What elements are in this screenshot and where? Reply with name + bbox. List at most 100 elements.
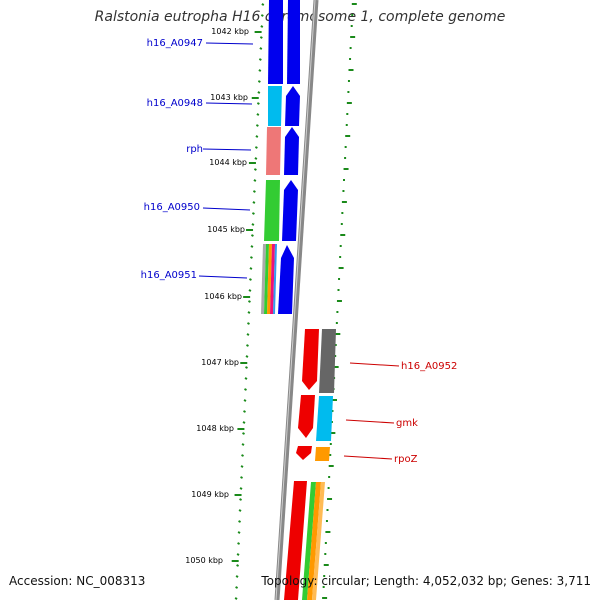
gc-dot-left bbox=[238, 509, 242, 512]
gc-dot-left bbox=[254, 146, 258, 149]
cog-block-gmk[interactable] bbox=[316, 396, 333, 441]
label-h16-a0950[interactable]: h16_A0950 bbox=[144, 202, 200, 213]
ruler-label-1045: 1045 kbp bbox=[207, 225, 245, 234]
gc-dot-left bbox=[256, 113, 260, 116]
gc-dot-left bbox=[234, 597, 238, 600]
gc-dot-left bbox=[249, 256, 253, 259]
gc-dot-left bbox=[238, 520, 242, 523]
gc-dot-left bbox=[246, 344, 249, 347]
ruler-ticks bbox=[231, 31, 262, 562]
gc-dot-left bbox=[245, 366, 248, 369]
gc-dot-left bbox=[248, 289, 252, 292]
gc-dot-left bbox=[257, 80, 261, 83]
ruler-label-1042: 1042 kbp bbox=[211, 27, 249, 36]
accession-text: Accession: NC_008313 bbox=[9, 574, 146, 588]
gc-dot-left bbox=[243, 410, 246, 413]
gc-dot-left bbox=[251, 212, 255, 215]
gc-dot-left bbox=[255, 135, 259, 138]
gene-h16-a0947[interactable] bbox=[287, 0, 300, 84]
gene-rpoz[interactable] bbox=[296, 446, 312, 460]
gc-dot-left bbox=[252, 190, 256, 193]
gc-dot-left bbox=[236, 564, 240, 567]
ruler-label-1047: 1047 kbp bbox=[201, 358, 239, 367]
gene-h16-a0948[interactable] bbox=[285, 86, 300, 126]
gc-dot-left bbox=[260, 14, 264, 17]
gc-dot-left bbox=[243, 399, 247, 402]
label-h16-a0948[interactable]: h16_A0948 bbox=[147, 98, 203, 109]
gc-dot-left bbox=[248, 278, 252, 281]
gc-dot-left bbox=[251, 223, 255, 226]
gc-dot-left bbox=[242, 432, 245, 435]
gc-dot-left bbox=[240, 476, 243, 479]
gc-content-ticks bbox=[234, 3, 357, 600]
ruler-label-1050: 1050 kbp bbox=[185, 556, 223, 565]
gc-dot-left bbox=[259, 36, 263, 39]
cog-block-next[interactable] bbox=[302, 482, 325, 600]
gc-dot-left bbox=[256, 102, 260, 105]
summary-text: Topology: circular; Length: 4,052,032 bp… bbox=[261, 574, 591, 588]
gc-dot-left bbox=[244, 377, 248, 380]
gc-dot-left bbox=[246, 333, 250, 336]
reverse-genes bbox=[284, 329, 319, 600]
gc-dot-left bbox=[254, 157, 258, 160]
gc-dot-left bbox=[259, 47, 263, 50]
ruler-label-1043: 1043 kbp bbox=[210, 93, 248, 102]
cog-block-h16-a0948[interactable] bbox=[268, 86, 282, 126]
cog-blocks-left bbox=[261, 0, 283, 314]
label-rpoz[interactable]: rpoZ bbox=[394, 454, 418, 465]
gene-labels: h16_A0947 h16_A0948 rph h16_A0950 h16_A0… bbox=[141, 38, 458, 465]
label-rph[interactable]: rph bbox=[186, 144, 203, 155]
ruler-label-1048: 1048 kbp bbox=[196, 424, 234, 433]
gc-dot-left bbox=[250, 245, 254, 248]
gc-dot-left bbox=[241, 443, 245, 446]
gc-dot-left bbox=[250, 234, 254, 237]
gc-dot-left bbox=[242, 421, 246, 424]
gc-dot-left bbox=[248, 300, 251, 303]
gc-dot-left bbox=[249, 267, 253, 270]
backbone-highlight bbox=[275, 0, 316, 600]
gc-dot-left bbox=[261, 3, 265, 6]
gc-dot-left bbox=[235, 575, 239, 578]
gene-h16-a0950[interactable] bbox=[282, 180, 298, 241]
label-gmk[interactable]: gmk bbox=[396, 418, 418, 429]
gc-dot-left bbox=[241, 454, 244, 457]
gc-dot-left bbox=[255, 124, 259, 127]
gc-dot-left bbox=[245, 355, 249, 358]
gc-dot-left bbox=[253, 179, 257, 182]
gc-dot-left bbox=[247, 311, 251, 314]
gc-dot-left bbox=[235, 586, 239, 589]
gc-dot-left bbox=[237, 531, 241, 534]
gc-dot-left bbox=[236, 553, 240, 556]
gc-dot-left bbox=[237, 542, 241, 545]
ruler-label-1049: 1049 kbp bbox=[191, 490, 229, 499]
ruler-label-1046: 1046 kbp bbox=[204, 292, 242, 301]
gene-rph[interactable] bbox=[284, 127, 299, 175]
gene-h16-a0952[interactable] bbox=[302, 329, 319, 390]
gene-h16-a0951[interactable] bbox=[278, 245, 294, 314]
gc-dot-left bbox=[244, 388, 247, 391]
cog-block-rph[interactable] bbox=[266, 127, 281, 175]
cog-block-h16-a0951[interactable] bbox=[261, 244, 277, 314]
gene-next-reverse[interactable] bbox=[284, 481, 307, 600]
cog-block-h16-a0947[interactable] bbox=[268, 0, 283, 84]
ruler-label-1044: 1044 kbp bbox=[209, 158, 247, 167]
cog-block-rpoz[interactable] bbox=[315, 447, 330, 461]
label-h16-a0952[interactable]: h16_A0952 bbox=[401, 361, 457, 372]
gc-dot-left bbox=[258, 69, 262, 72]
label-leaders bbox=[198, 42, 400, 460]
cog-blocks-right bbox=[302, 329, 336, 600]
gc-dot-left bbox=[260, 25, 264, 28]
gc-dot-left bbox=[247, 322, 250, 325]
gc-dot-left bbox=[258, 58, 262, 61]
gc-dot-left bbox=[240, 465, 244, 468]
gc-dot-left bbox=[252, 201, 256, 204]
cog-block-h16-a0952[interactable] bbox=[319, 329, 336, 393]
label-h16-a0947[interactable]: h16_A0947 bbox=[147, 38, 203, 49]
cog-block-h16-a0950[interactable] bbox=[264, 180, 280, 241]
gene-gmk[interactable] bbox=[298, 395, 315, 438]
gc-dot-left bbox=[253, 168, 257, 171]
label-h16-a0951[interactable]: h16_A0951 bbox=[141, 270, 197, 281]
backbone-line bbox=[274, 0, 319, 600]
forward-genes bbox=[278, 0, 300, 314]
